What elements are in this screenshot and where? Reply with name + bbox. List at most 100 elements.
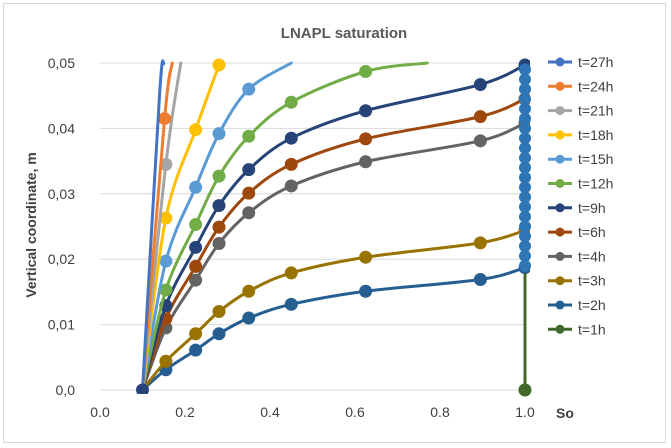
wall-marker (519, 122, 531, 135)
x-tick-label: 1.0 (515, 404, 535, 420)
data-point-t-3h (212, 305, 226, 319)
x-axis-ticks: 0.0 0.2 0.4 0.6 0.8 1.0 (90, 404, 535, 420)
data-point-t-6h (242, 186, 256, 200)
legend-marker (555, 324, 565, 334)
y-tick-label: 0,03 (48, 186, 75, 202)
wall-marker (519, 230, 531, 243)
data-point-t-9h (284, 131, 298, 145)
series-line-t-27h (141, 59, 166, 392)
x-tick-label: 0.4 (260, 404, 280, 420)
data-point-t-3h (159, 354, 173, 368)
data-point-t-4h (473, 134, 487, 148)
wall-marker (519, 112, 531, 125)
legend: t=27h t=24h t=21h t=18h t=15h t=12h t=9h t=6h t=… (548, 54, 613, 337)
x-axis-title: So (556, 405, 574, 421)
data-point-t-12h (359, 65, 373, 79)
y-tick-label: 0,02 (48, 251, 75, 267)
legend-label: t=24h (578, 78, 613, 94)
data-point-t-12h (242, 129, 256, 143)
legend-label: t=2h (578, 297, 606, 313)
wall-marker (519, 151, 531, 164)
data-point-t-15h (242, 82, 256, 96)
data-point-t-18h (189, 123, 203, 137)
data-point-t-9h (189, 240, 203, 254)
legend-label: t=21h (578, 103, 613, 119)
legend-marker (555, 130, 565, 140)
data-point-t-15h (159, 254, 173, 268)
legend-marker (555, 179, 565, 188)
data-point-t-2h (473, 272, 487, 286)
x-tick-label: 0.2 (175, 404, 195, 420)
legend-label: t=6h (578, 224, 606, 240)
wall-marker (519, 200, 531, 213)
data-point-t-12h (284, 95, 298, 109)
legend-label: t=15h (578, 151, 613, 167)
wall-marker (519, 132, 531, 145)
data-point-t-4h (359, 155, 373, 169)
data-point-t-6h (359, 132, 373, 146)
data-point-t-9h (242, 163, 256, 177)
legend-label: t=18h (578, 127, 613, 143)
data-point-t-18h (212, 58, 226, 72)
data-point-t-2h (189, 343, 203, 357)
legend-marker (555, 300, 565, 310)
legend-marker (555, 106, 565, 116)
legend-label: t=3h (578, 273, 606, 289)
wall-marker (519, 181, 531, 194)
x-tick-label: 0.0 (90, 404, 110, 420)
data-point-t-3h (359, 250, 373, 264)
series-line-t-3h (141, 228, 527, 392)
wall-marker (519, 249, 531, 262)
legend-label: t=1h (578, 321, 606, 337)
legend-marker (555, 81, 565, 91)
wall-marker (519, 63, 531, 76)
data-point-t-15h (189, 180, 203, 194)
data-point-t-6h (189, 259, 203, 273)
data-point-t-9h (212, 199, 226, 213)
data-point-t-18h (159, 211, 173, 225)
legend-marker (555, 227, 565, 237)
data-point-t-3h (473, 236, 487, 250)
data-point-t-1h-base (518, 383, 532, 397)
y-tick-label: 0,0 (56, 382, 76, 398)
data-point-t-9h (359, 104, 373, 118)
x-tick-label: 0.6 (345, 404, 365, 420)
data-point-t-6h (212, 220, 226, 234)
legend-label: t=12h (578, 176, 613, 192)
y-tick-label: 0,01 (48, 317, 75, 333)
wall-marker (519, 161, 531, 174)
data-point-t-24h (158, 112, 172, 126)
data-point-t-21h (159, 157, 173, 171)
legend-marker (555, 154, 565, 164)
series-line-t-12h (141, 61, 429, 392)
y-axis-title: Vertical coordinate, m (23, 152, 39, 298)
data-point-t-2h (212, 327, 226, 341)
data-point-t-2h (284, 297, 298, 311)
y-tick-label: 0,05 (48, 55, 75, 71)
wall-marker (519, 102, 531, 115)
data-point-origin (136, 383, 149, 394)
data-point-t-6h (284, 157, 298, 171)
data-point-t-12h (212, 169, 226, 183)
data-point-t-4h (284, 179, 298, 193)
wall-marker (519, 92, 531, 105)
data-point-t-3h (242, 284, 256, 298)
data-point-t-4h (242, 206, 256, 220)
x-tick-label: 0.8 (430, 404, 450, 420)
data-point-t-4h (212, 237, 226, 251)
chart-frame (3, 3, 666, 443)
wall-marker (519, 171, 531, 184)
data-point-t-15h (212, 127, 226, 141)
legend-marker (555, 57, 565, 67)
data-point-t-9h (473, 78, 487, 92)
data-point-t-6h (473, 110, 487, 124)
legend-label: t=4h (578, 248, 606, 264)
data-point-t-12h (189, 218, 203, 232)
wall-marker (519, 142, 531, 155)
series-layer (136, 58, 530, 394)
data-point-t-2h (359, 284, 373, 298)
y-axis-ticks: 0,0 0,01 0,02 0,03 0,04 0,05 (48, 55, 75, 398)
wall-marker (519, 73, 531, 86)
wall-marker (519, 240, 531, 253)
